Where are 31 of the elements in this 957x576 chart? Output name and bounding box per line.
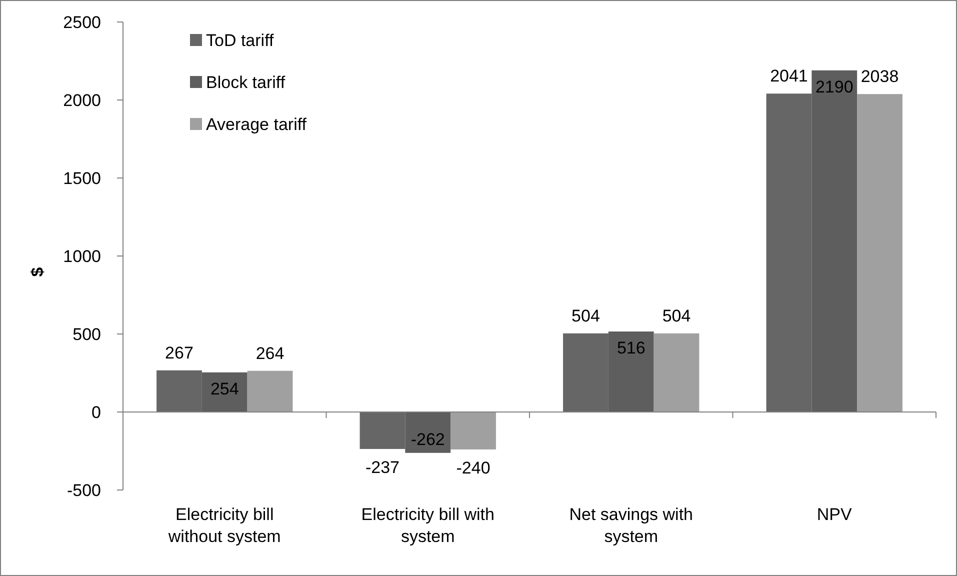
data-label: 504: [662, 306, 691, 326]
legend-label: Block tariff: [206, 73, 286, 92]
data-label: -237: [365, 458, 400, 477]
y-tick-label: 2500: [63, 13, 101, 32]
y-tick-label: 500: [72, 325, 101, 344]
data-label: -262: [410, 430, 445, 449]
data-label: 267: [165, 343, 194, 362]
data-label: -240: [456, 458, 490, 478]
x-tick-label: NPV: [816, 505, 853, 524]
bar: [857, 94, 902, 412]
y-tick-label: 1000: [63, 247, 101, 266]
bar: [247, 370, 293, 412]
data-label: 254: [210, 379, 239, 398]
data-label: 516: [616, 338, 646, 358]
data-label: 2190: [815, 77, 854, 96]
legend-label: ToD tariff: [206, 31, 274, 50]
y-tick-label: 0: [92, 403, 101, 422]
data-label: 2038: [860, 67, 899, 86]
data-label: 2041: [770, 66, 808, 86]
bar: [654, 333, 700, 412]
x-tick-label: Net savings with system: [569, 505, 694, 546]
x-tick-label: Electricity bill without system: [167, 505, 281, 546]
bar: [450, 412, 496, 450]
data-label: 504: [572, 306, 600, 326]
x-tick-label: Electricity bill with system: [361, 505, 494, 546]
data-label: 264: [256, 344, 284, 363]
y-tick-label: 2000: [63, 91, 101, 110]
y-tick-label: -500: [66, 481, 101, 500]
y-tick-label: 1500: [63, 169, 101, 188]
y-axis-title: $: [28, 266, 47, 277]
legend-label: Average tariff: [206, 115, 307, 134]
